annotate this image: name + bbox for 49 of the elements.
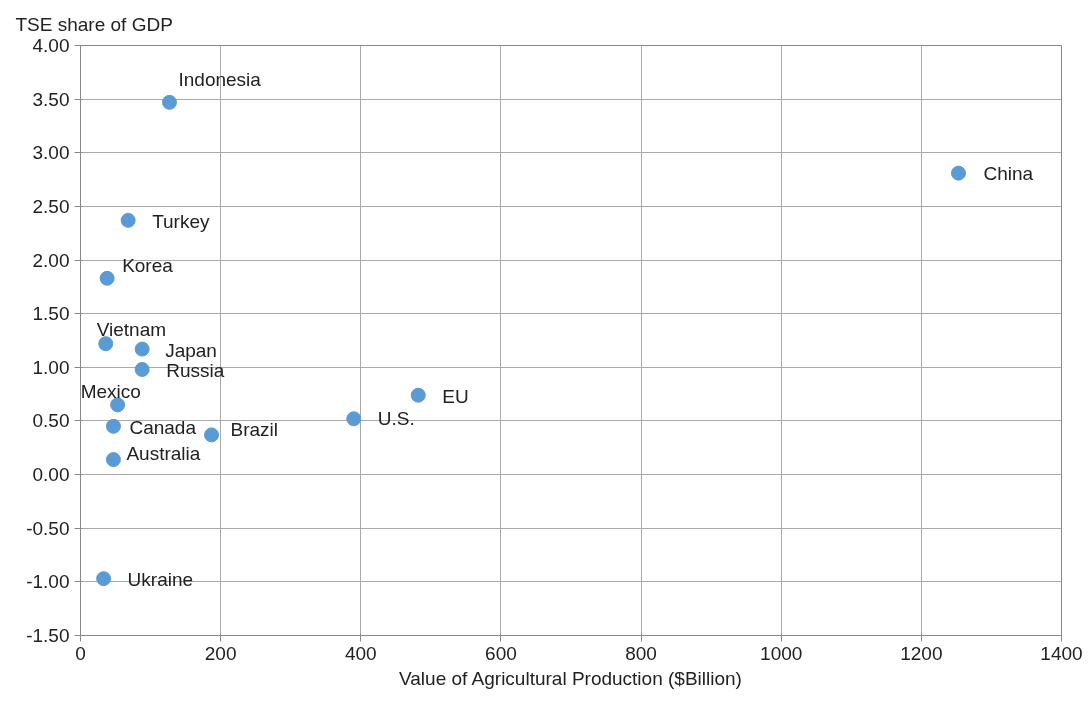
y-tick-label: 0.50 (32, 410, 70, 432)
x-tick-label: 800 (625, 642, 657, 664)
point (110, 397, 126, 413)
y-axis-title: TSE share of GDP (15, 13, 173, 35)
point (346, 411, 362, 427)
annotation: Brazil (230, 419, 279, 441)
point (134, 341, 150, 357)
x-axis-title: Value of Agricultural Production ($Billion) (399, 667, 742, 689)
point (98, 336, 114, 352)
point (99, 270, 115, 286)
point (410, 387, 426, 403)
point (105, 452, 121, 468)
point (134, 361, 150, 377)
x-tick-label: 1000 (760, 642, 803, 664)
point (950, 165, 966, 181)
annotation: China (983, 162, 1034, 184)
point (161, 94, 177, 110)
annotation: Canada (129, 416, 197, 438)
y-tick-label: 0.00 (32, 464, 70, 486)
x-tick-label: 1200 (900, 642, 943, 664)
point (204, 427, 220, 443)
point (96, 571, 112, 587)
x-tick-label: 0 (75, 642, 86, 664)
x-tick-label: 200 (204, 642, 237, 664)
annotation: Australia (126, 443, 201, 465)
x-tick-label: 400 (344, 642, 377, 664)
annotation: Japan (165, 339, 217, 361)
y-tick-label: 2.00 (32, 249, 70, 271)
annotation: Mexico (80, 381, 141, 403)
annotation: Turkey (152, 210, 211, 232)
y-tick-label: -1.50 (26, 625, 70, 646)
y-tick-label: 3.50 (32, 88, 70, 110)
annotation: Indonesia (178, 68, 262, 90)
y-tick-label: 4.00 (32, 35, 70, 56)
y-tick-label: 2.50 (32, 195, 70, 217)
annotation: U.S. (377, 408, 415, 430)
annotation: Vietnam (96, 319, 167, 341)
y-tick-label: 1.50 (32, 303, 70, 325)
point (105, 418, 121, 434)
y-tick-label: -0.50 (26, 517, 70, 539)
y-tick-label: -1.00 (26, 571, 70, 593)
annotation: Korea (122, 254, 174, 276)
annotation: EU (442, 385, 469, 407)
y-tick-label: 1.00 (32, 356, 70, 378)
y-tick-label: 3.00 (32, 142, 70, 164)
point (120, 212, 136, 228)
x-tick-label: 600 (485, 642, 517, 664)
annotation: Ukraine (127, 569, 194, 591)
x-tick-label: 1400 (1040, 642, 1083, 664)
